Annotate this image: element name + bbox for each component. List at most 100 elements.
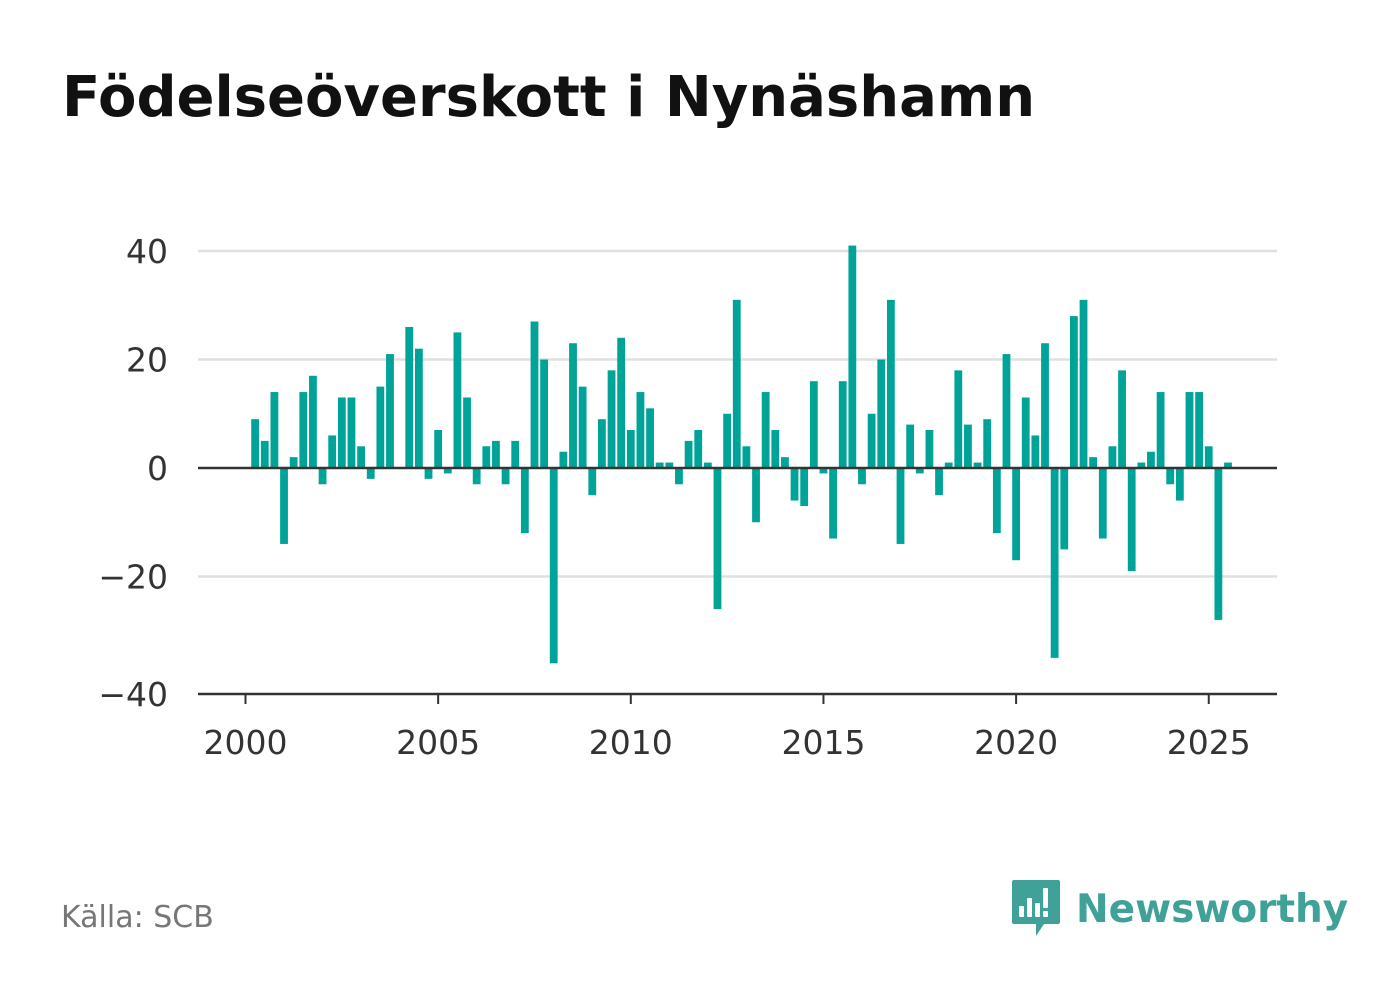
bar [1118,370,1126,468]
bar [280,468,288,544]
bar [858,468,866,485]
bar [511,440,520,469]
bar [819,468,828,474]
bar [915,468,924,474]
newsworthy-chat-bars-icon [1012,880,1060,936]
chart-title: Födelseöverskott i Nynäshamn [62,65,1036,130]
bar [867,413,876,468]
bar [607,370,616,468]
bar [1108,446,1117,468]
bar [1195,392,1204,468]
y-tick-label: 40 [126,232,168,271]
x-tick-label: 2020 [974,723,1058,762]
bar [626,430,635,468]
bar [675,468,683,485]
bar [829,468,837,539]
bar [1098,468,1107,539]
y-tick-label: −20 [98,558,168,597]
bar [337,397,346,468]
bar [414,348,423,468]
bar [299,392,308,468]
bar [1127,468,1136,572]
bar [1069,316,1078,468]
x-tick-label: 2000 [204,723,288,762]
bar [270,392,279,468]
bar [588,468,597,496]
bar [530,321,539,468]
bar [781,457,789,468]
y-tick-label: 0 [147,449,168,488]
bar [1166,468,1175,485]
bar [260,440,269,469]
bar [559,451,568,468]
bar [1031,435,1040,468]
bar [549,468,558,664]
bar [1079,299,1088,468]
bar [569,343,577,468]
bar [1041,343,1049,468]
bar [954,370,963,468]
bar [1002,354,1011,468]
x-tick-label: 2015 [781,723,865,762]
bar [1137,462,1146,468]
bar [838,381,847,468]
bar [501,468,510,485]
bar [318,468,327,485]
bar [482,446,491,468]
bar [1050,468,1059,658]
bar [1185,392,1194,468]
y-tick-label: −40 [98,675,168,714]
bar [896,468,905,544]
bar [848,245,857,468]
bar [992,468,1001,534]
bar [617,337,626,468]
bar [376,386,385,469]
bar [520,468,529,534]
bar [906,424,915,468]
bar [935,468,943,496]
bar [790,468,799,501]
bar [251,419,260,468]
bar [694,430,703,468]
bar [1204,446,1213,468]
bar [405,326,414,468]
bar [357,446,365,468]
bar [472,468,481,485]
bar [434,430,443,468]
bar [742,446,751,468]
bar [1012,468,1020,561]
bar [1021,397,1030,468]
bar [752,468,760,523]
source-label: Källa: SCB [61,900,214,935]
bar [886,299,895,468]
bar [328,435,337,468]
x-tick-label: 2010 [589,723,673,762]
bar [713,468,722,610]
bar [289,457,298,468]
bar [973,462,982,468]
bar [347,397,356,468]
brand-logo-block[interactable]: Newsworthy [1010,878,1348,940]
bar [1156,392,1165,468]
bar [877,359,886,468]
bar [665,462,674,468]
bar [598,419,606,468]
bar [761,392,770,468]
bar [800,468,809,506]
bar [1060,468,1069,550]
bar [964,424,972,468]
bar [771,430,780,468]
bar [983,419,992,468]
bar [463,397,471,468]
bar [386,354,394,468]
bar [809,381,818,468]
bar [366,468,375,479]
bar [646,408,654,468]
bar [1175,468,1184,501]
y-tick-label: 20 [126,341,168,380]
bar [443,468,452,474]
bar [944,462,953,468]
bar [684,440,693,469]
bar [636,392,645,468]
